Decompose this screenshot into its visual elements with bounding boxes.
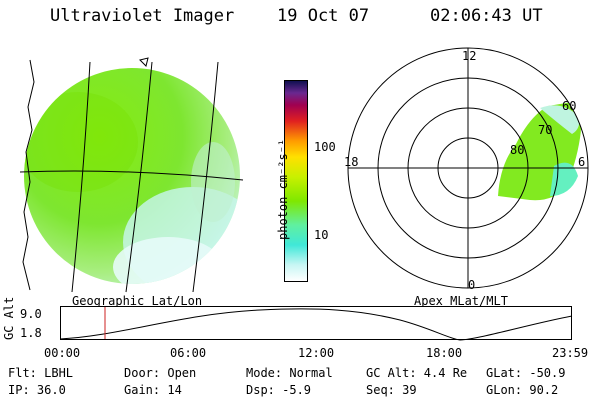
altitude-xtick-1200: 12:00 xyxy=(298,346,335,360)
altitude-ytick-low: 1.8 xyxy=(20,326,42,340)
lat-label-80: 80 xyxy=(510,143,524,157)
altitude-xtick-0000: 00:00 xyxy=(44,346,81,360)
time-label: 02:06:43 UT xyxy=(430,6,543,26)
lat-lon-grid xyxy=(19,61,244,293)
glon-status: GLon: 90.2 xyxy=(486,383,559,397)
lat-label-70: 70 xyxy=(538,123,552,137)
colorbar-tick-10: 10 xyxy=(314,228,329,242)
altitude-xtick-2359: 23:59 xyxy=(552,346,589,360)
colorbar-unit-label: photon cm⁻²s⁻¹ xyxy=(276,138,290,240)
glat-status: GLat: -50.9 xyxy=(486,366,566,380)
altitude-plot-frame xyxy=(60,306,572,340)
coastline xyxy=(22,59,35,291)
right-panel-caption: Apex MLat/MLT xyxy=(414,294,508,308)
altitude-ytick-high: 9.0 xyxy=(20,307,42,321)
mlt-label-6: 6 xyxy=(578,155,585,169)
mlt-label-18: 18 xyxy=(344,155,358,169)
date-label: 19 Oct 07 xyxy=(277,6,370,26)
mlt-label-0: 0 xyxy=(468,278,475,292)
altitude-xtick-0600: 06:00 xyxy=(170,346,207,360)
dsp-status: Dsp: -5.9 xyxy=(246,383,312,397)
left-panel-caption: Geographic Lat/Lon xyxy=(72,294,203,308)
polar-grid xyxy=(347,47,589,289)
mode-status: Mode: Normal xyxy=(246,366,333,380)
seq-status: Seq: 39 xyxy=(366,383,417,397)
geographic-image-panel xyxy=(19,57,244,293)
colorbar xyxy=(284,80,308,282)
altitude-curve xyxy=(60,308,573,341)
altitude-xtick-1800: 18:00 xyxy=(426,346,463,360)
altitude-ylabel: GC Alt xyxy=(2,296,16,340)
colorbar-tick-100: 100 xyxy=(314,140,336,154)
door-status: Door: Open xyxy=(124,366,197,380)
ip-status: IP: 36.0 xyxy=(8,383,66,397)
polar-plot-panel: 12 18 6 0 60 70 80 xyxy=(344,47,589,292)
lat-label-60: 60 xyxy=(562,99,576,113)
mlt-label-12: 12 xyxy=(462,49,476,63)
altitude-plot xyxy=(60,306,573,341)
gain-status: Gain: 14 xyxy=(124,383,182,397)
polar-aurora-image xyxy=(498,102,581,201)
sun-direction-icon xyxy=(139,57,149,67)
instrument-title: Ultraviolet Imager xyxy=(50,6,235,26)
gc-alt-status: GC Alt: 4.4 Re xyxy=(366,366,468,380)
filter-status: Flt: LBHL xyxy=(8,366,74,380)
